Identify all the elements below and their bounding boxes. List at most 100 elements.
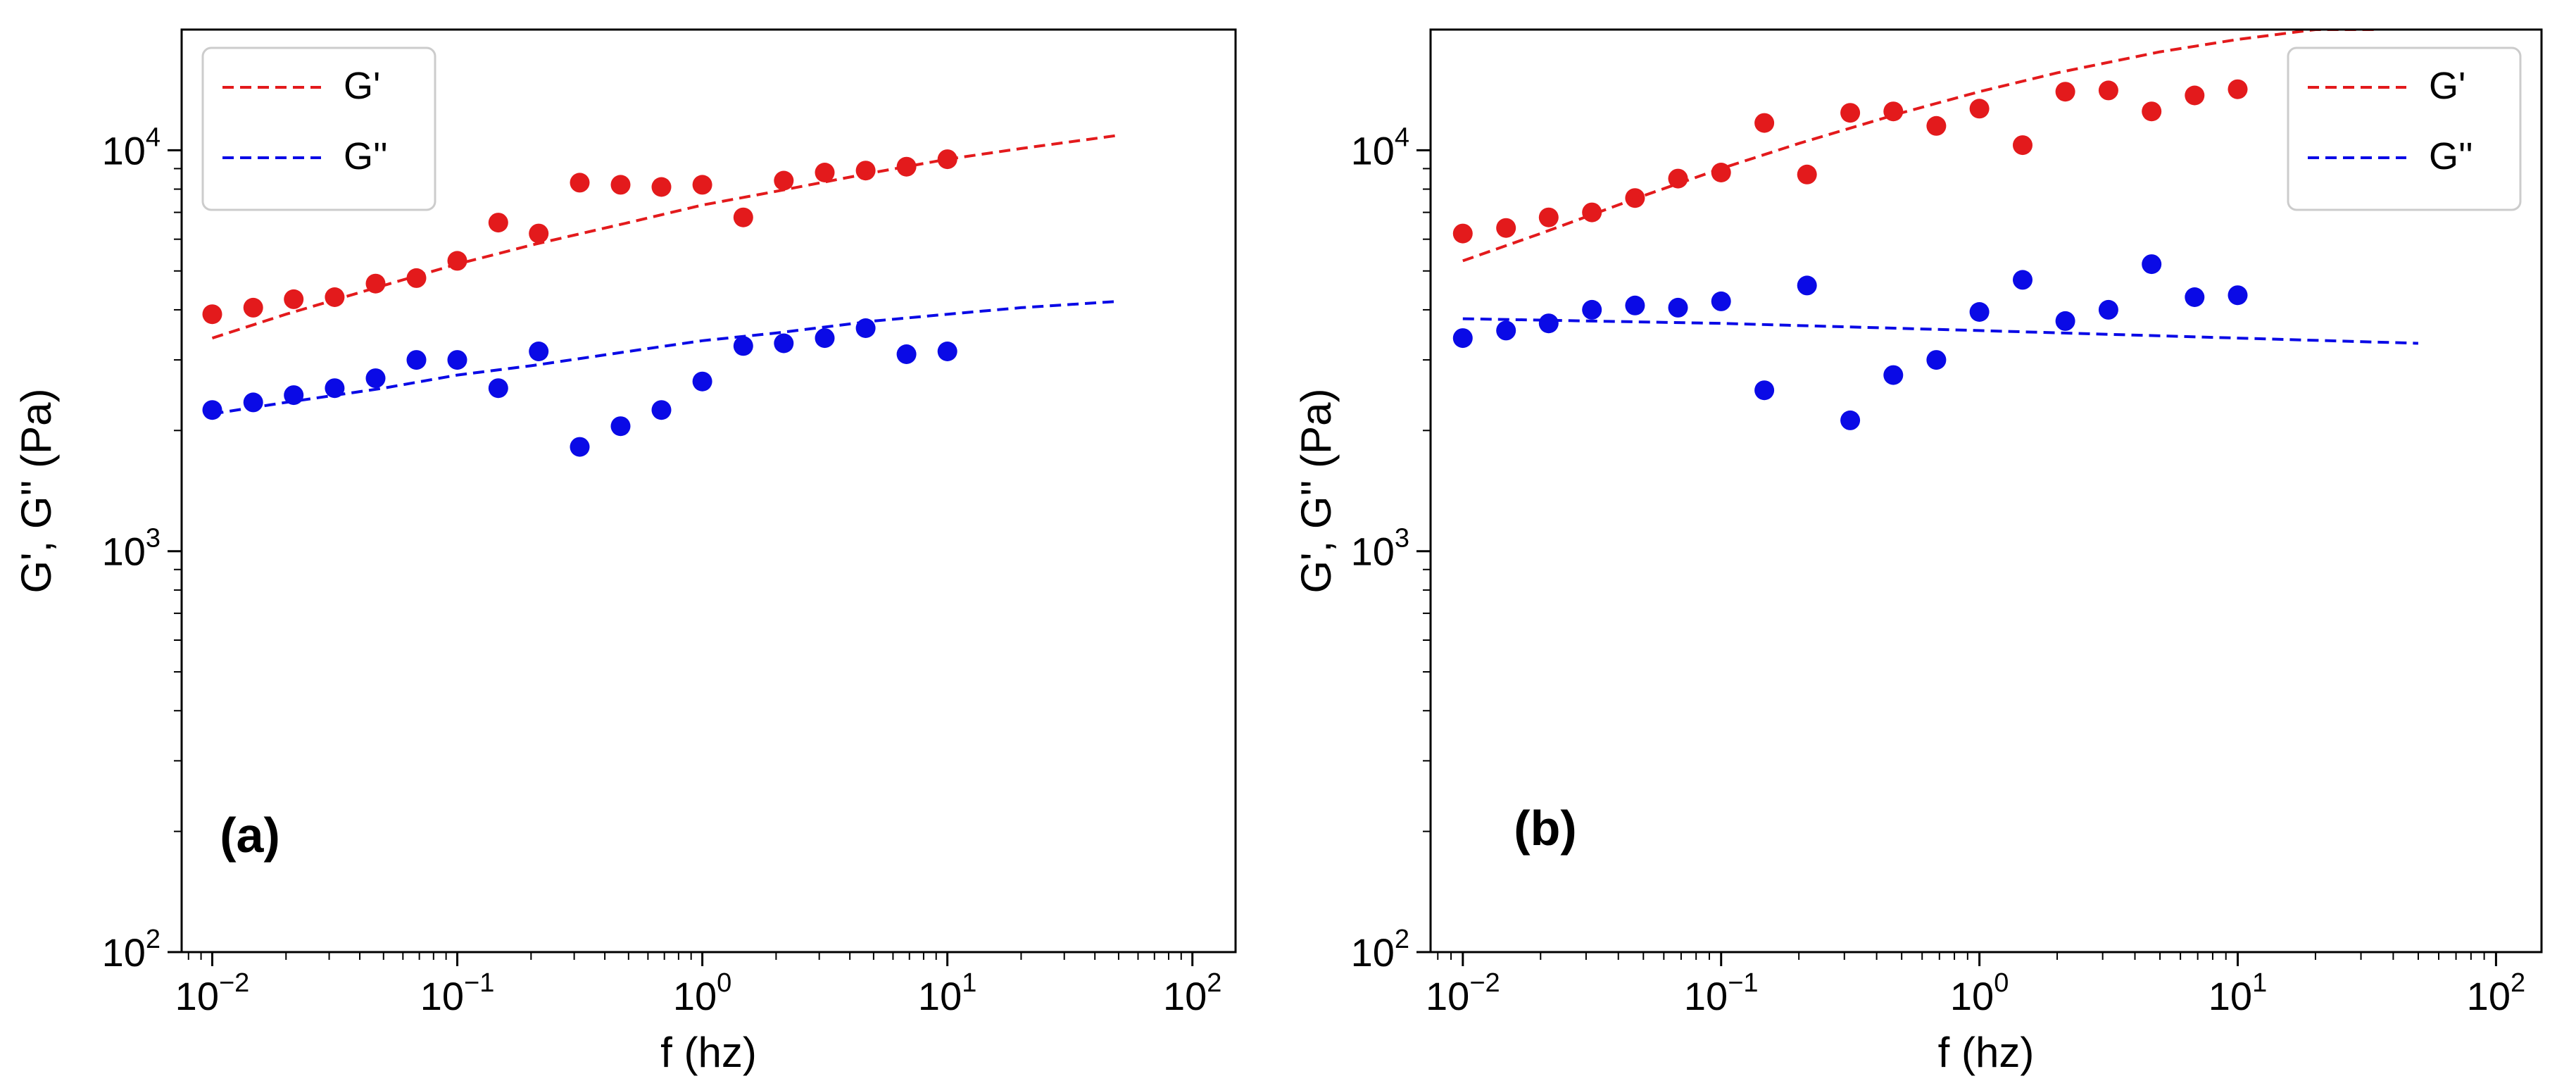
legend-label-g-prime: G' (2429, 65, 2465, 107)
y-tick-base: 10 (1351, 128, 1395, 173)
y-tick-base: 10 (1351, 530, 1395, 574)
x-tick-exponent: −1 (464, 968, 494, 998)
data-point-g-prime (529, 223, 549, 244)
x-tick-base: 10 (1684, 974, 1728, 1018)
legend-label-g-double-prime: G'' (2429, 135, 2473, 177)
x-tick-exponent: −2 (1469, 968, 1500, 998)
data-point-g-double-prime (815, 328, 835, 349)
data-point-g-prime (1840, 103, 1861, 123)
panel-label: (b) (1514, 801, 1576, 856)
x-tick-base: 10 (1163, 974, 1207, 1018)
data-point-g-double-prime (2228, 285, 2248, 306)
y-tick-label: 103 (1351, 524, 1409, 574)
x-tick-base: 10 (175, 974, 219, 1018)
x-tick-label: 10−2 (1426, 968, 1500, 1018)
y-tick-base: 10 (102, 530, 146, 574)
legend-frame (201, 46, 436, 211)
data-point-g-double-prime (406, 350, 427, 370)
data-point-g-prime (1797, 164, 1817, 185)
data-point-g-double-prime (570, 437, 590, 457)
x-tick-exponent: 2 (2511, 968, 2525, 998)
data-point-g-prime (1926, 115, 1947, 136)
data-point-g-prime (325, 287, 345, 307)
data-point-g-double-prime (2142, 254, 2162, 275)
data-point-g-prime (2142, 101, 2162, 122)
data-point-g-prime (1496, 218, 1516, 238)
y-tick-base: 10 (102, 128, 146, 173)
y-tick-label: 104 (1351, 123, 1409, 173)
data-point-g-double-prime (896, 344, 917, 364)
data-point-g-double-prime (651, 400, 672, 420)
legend: G' G'' (2287, 46, 2522, 211)
data-point-g-prime (733, 207, 753, 227)
panel-label: (a) (220, 808, 280, 863)
x-tick-base: 10 (2209, 974, 2252, 1018)
data-point-g-prime (2098, 80, 2118, 101)
data-point-g-prime (2013, 135, 2032, 156)
data-point-g-double-prime (1926, 350, 1947, 370)
y-tick-exponent: 4 (146, 123, 161, 152)
y-tick-label: 102 (102, 925, 161, 975)
data-point-g-prime (406, 268, 427, 288)
axes-frame (1429, 28, 2543, 953)
x-tick-label: 10−2 (175, 968, 250, 1018)
fit-line-g-double-prime (1462, 317, 2418, 345)
y-tick-base: 10 (102, 930, 146, 975)
data-point-g-double-prime (529, 342, 549, 361)
data-point-g-double-prime (937, 342, 957, 361)
x-tick-exponent: 0 (717, 968, 731, 998)
data-point-g-prime (1538, 207, 1559, 227)
data-point-g-prime (855, 161, 876, 181)
data-point-g-double-prime (447, 350, 467, 370)
legend-frame (2287, 46, 2522, 211)
fit-line-g-prime (211, 134, 1119, 340)
x-tick-label: 10−1 (1684, 968, 1759, 1018)
data-point-g-prime (1754, 113, 1775, 133)
x-tick-base: 10 (2467, 974, 2511, 1018)
data-point-g-prime (570, 173, 590, 193)
data-point-g-double-prime (1625, 295, 1645, 315)
fit-line-g-double-prime (212, 299, 1119, 415)
data-point-g-double-prime (1797, 275, 1817, 296)
x-tick-label: 101 (918, 968, 976, 1018)
data-point-g-prime (1452, 223, 1473, 244)
data-point-g-double-prime (284, 385, 304, 406)
data-point-g-double-prime (325, 378, 345, 399)
x-tick-label: 10−1 (420, 968, 495, 1018)
data-point-g-double-prime (488, 378, 508, 399)
data-point-g-double-prime (1538, 313, 1559, 334)
x-tick-base: 10 (1426, 974, 1469, 1018)
data-point-g-double-prime (733, 336, 753, 356)
data-point-g-double-prime (202, 400, 222, 420)
x-axis-title: f (hz) (660, 1029, 757, 1076)
x-tick-exponent: 0 (1994, 968, 2009, 998)
data-point-g-prime (2055, 82, 2075, 102)
data-point-g-double-prime (1496, 320, 1516, 341)
data-point-g-prime (488, 213, 508, 233)
x-tick-base: 10 (673, 974, 717, 1018)
data-point-g-prime (610, 175, 631, 195)
data-point-g-prime (774, 170, 794, 191)
y-tick-base: 10 (1351, 930, 1395, 975)
data-point-g-double-prime (774, 333, 794, 354)
fit-line-g-prime (1462, 30, 2379, 263)
x-tick-base: 10 (918, 974, 962, 1018)
x-tick-exponent: −1 (1728, 968, 1758, 998)
x-tick-label: 100 (673, 968, 731, 1018)
data-point-g-double-prime (365, 368, 386, 389)
data-point-g-double-prime (1754, 380, 1775, 401)
data-point-g-prime (692, 175, 712, 195)
data-point-g-double-prime (1883, 365, 1904, 385)
data-point-g-double-prime (1452, 328, 1473, 349)
y-axis-title: G', G'' (Pa) (1293, 388, 1340, 593)
y-tick-label: 104 (102, 123, 161, 173)
data-point-g-double-prime (1969, 302, 1990, 322)
y-tick-exponent: 2 (1395, 925, 1409, 954)
y-axis-title: G', G'' (Pa) (13, 388, 60, 593)
data-point-g-prime (243, 297, 263, 318)
data-point-g-double-prime (1668, 297, 1688, 318)
data-point-g-prime (1969, 99, 1990, 119)
data-point-g-prime (2228, 79, 2248, 99)
